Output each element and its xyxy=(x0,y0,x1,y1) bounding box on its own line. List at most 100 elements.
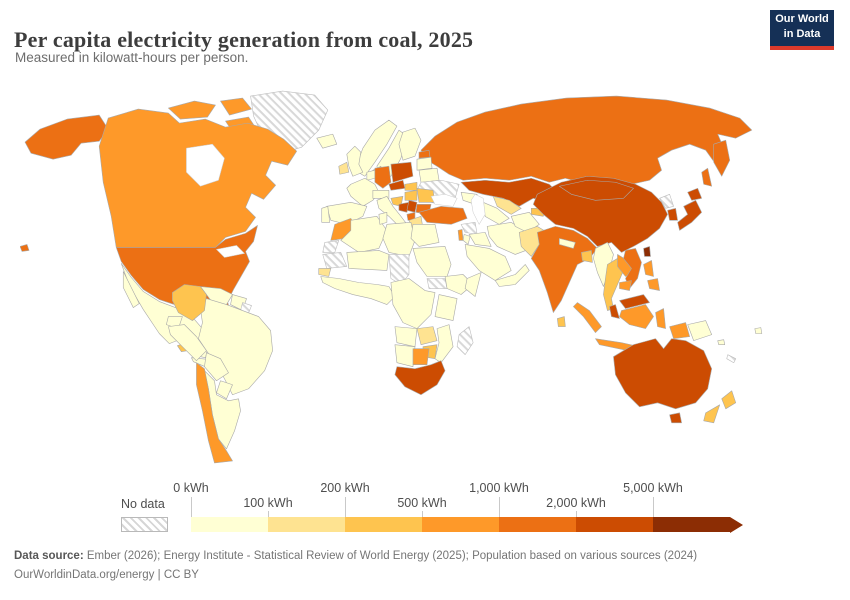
country-latvia-lithuania[interactable] xyxy=(416,156,433,171)
country-kalimantan[interactable] xyxy=(619,304,654,329)
country-jordan[interactable] xyxy=(462,234,471,245)
country-saudi-arabia[interactable] xyxy=(464,244,512,281)
country-estonia[interactable] xyxy=(418,149,431,159)
country-baja[interactable] xyxy=(122,271,140,308)
country-sri-lanka[interactable] xyxy=(557,316,566,327)
country-uk[interactable] xyxy=(346,145,364,177)
owid-energy-link[interactable]: OurWorldinData.org/energy xyxy=(14,569,155,581)
country-norway[interactable] xyxy=(354,119,398,177)
country-peru[interactable] xyxy=(168,324,207,361)
country-china[interactable] xyxy=(532,175,668,253)
country-west-papua[interactable] xyxy=(669,322,690,339)
country-mauritania[interactable] xyxy=(322,252,348,269)
country-kamchatka[interactable] xyxy=(713,139,731,177)
country-nz-south[interactable] xyxy=(703,404,721,424)
country-north-korea[interactable] xyxy=(659,193,674,209)
country-finland[interactable] xyxy=(398,127,422,161)
country-senegal[interactable] xyxy=(318,268,332,277)
country-malaysia-borneo[interactable] xyxy=(619,294,650,309)
owid-logo[interactable]: Our World in Data xyxy=(770,10,834,50)
country-sulawesi[interactable] xyxy=(655,308,666,329)
country-somalia[interactable] xyxy=(464,272,482,297)
legend-bin-2000-5000[interactable] xyxy=(576,517,653,532)
country-taiwan[interactable] xyxy=(643,246,651,257)
country-cambodia[interactable] xyxy=(619,280,632,291)
country-sumatra[interactable] xyxy=(573,302,602,333)
country-mali-niger[interactable] xyxy=(346,250,390,271)
country-colombia[interactable] xyxy=(172,284,207,321)
legend-bin-100-200[interactable] xyxy=(268,517,345,532)
country-turkey[interactable] xyxy=(418,206,468,225)
legend-bin-500-1000[interactable] xyxy=(422,517,499,532)
country-yemen-oman[interactable] xyxy=(494,264,530,287)
country-japan[interactable] xyxy=(677,200,702,231)
country-nepal[interactable] xyxy=(559,238,576,249)
country-algeria[interactable] xyxy=(340,216,388,253)
country-western-sahara[interactable] xyxy=(322,240,340,253)
no-data-swatch[interactable] xyxy=(121,517,168,532)
country-canada-arctic[interactable] xyxy=(168,100,216,120)
country-bolivia[interactable] xyxy=(204,352,229,382)
country-bosnia[interactable] xyxy=(398,202,410,213)
country-botswana[interactable] xyxy=(412,348,430,366)
country-austria-switzerland[interactable] xyxy=(372,189,390,199)
country-hungary[interactable] xyxy=(404,189,418,201)
legend-bin-0-100[interactable] xyxy=(191,517,268,532)
country-israel[interactable] xyxy=(457,229,464,241)
country-iceland[interactable] xyxy=(316,133,338,149)
country-west-africa[interactable] xyxy=(320,276,396,305)
country-south-sudan[interactable] xyxy=(426,278,448,289)
country-madagascar[interactable] xyxy=(456,326,474,355)
legend-bin-1000-2000[interactable] xyxy=(499,517,576,532)
country-egypt[interactable] xyxy=(410,224,440,247)
country-russia[interactable] xyxy=(420,95,753,185)
country-mindanao[interactable] xyxy=(647,278,660,291)
country-iran[interactable] xyxy=(486,222,532,255)
country-new-caledonia[interactable] xyxy=(726,354,737,364)
country-romania[interactable] xyxy=(416,187,436,203)
country-benelux[interactable] xyxy=(366,169,376,181)
country-belarus[interactable] xyxy=(418,167,440,183)
legend-bin-5000+[interactable] xyxy=(653,517,730,532)
country-paraguay[interactable] xyxy=(216,380,233,400)
country-nz-north[interactable] xyxy=(721,390,737,410)
country-uzbekistan[interactable] xyxy=(492,195,522,215)
country-hawaii[interactable] xyxy=(19,244,30,252)
country-poland[interactable] xyxy=(390,161,414,183)
country-central-africa[interactable] xyxy=(390,278,436,329)
country-mongolia[interactable] xyxy=(559,179,634,201)
country-spain[interactable] xyxy=(326,202,368,225)
country-bangladesh[interactable] xyxy=(581,250,593,263)
country-serbia[interactable] xyxy=(406,200,418,213)
country-south-korea[interactable] xyxy=(667,208,678,221)
country-tasmania[interactable] xyxy=(669,412,682,424)
country-portugal[interactable] xyxy=(321,206,331,223)
country-alaska[interactable] xyxy=(24,114,109,160)
country-solomon-islands[interactable] xyxy=(717,339,726,345)
legend-bin-200-500[interactable] xyxy=(345,517,422,532)
country-libya[interactable] xyxy=(382,222,416,257)
country-papua-new-guinea[interactable] xyxy=(687,320,713,341)
country-germany[interactable] xyxy=(374,165,392,189)
country-zambia[interactable] xyxy=(416,326,438,345)
country-ireland[interactable] xyxy=(338,161,350,175)
country-france[interactable] xyxy=(346,177,380,207)
country-czechia[interactable] xyxy=(388,179,406,191)
country-slovakia[interactable] xyxy=(404,181,418,191)
country-kenya-tanzania[interactable] xyxy=(434,294,458,321)
country-chile[interactable] xyxy=(196,362,233,464)
cc-by-link[interactable]: CC BY xyxy=(163,569,199,581)
country-australia[interactable] xyxy=(613,338,713,410)
country-fiji[interactable] xyxy=(754,327,763,334)
country-sakhalin[interactable] xyxy=(701,167,713,187)
country-sudan[interactable] xyxy=(412,246,452,277)
country-iraq[interactable] xyxy=(468,232,492,247)
country-malaysia-peninsula[interactable] xyxy=(609,304,620,319)
country-angola[interactable] xyxy=(394,326,418,347)
country-tunisia[interactable] xyxy=(378,212,388,225)
country-india[interactable] xyxy=(530,226,598,313)
country-brazil[interactable] xyxy=(198,298,273,396)
country-mozambique[interactable] xyxy=(434,324,454,364)
country-south-africa[interactable] xyxy=(394,360,446,396)
country-namibia[interactable] xyxy=(394,344,416,368)
